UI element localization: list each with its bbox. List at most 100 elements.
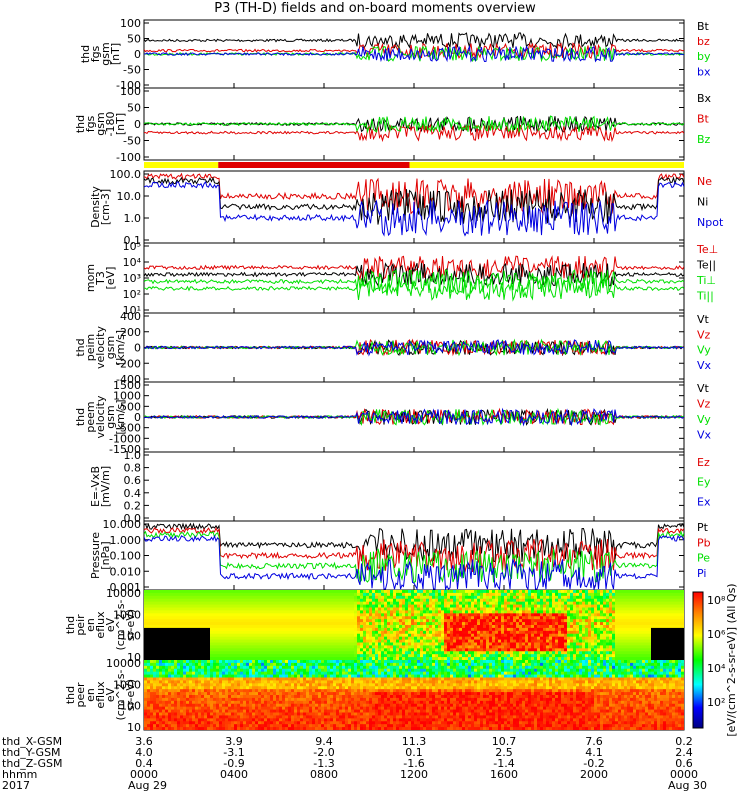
- spectrogram-cell: [162, 721, 166, 725]
- spectrogram-cell: [288, 654, 292, 658]
- spectrogram-cell: [663, 592, 667, 597]
- spectrogram-cell: [207, 607, 211, 612]
- spectrogram-cell: [615, 616, 619, 620]
- spectrogram-cell: [432, 598, 436, 603]
- spectrogram-cell: [483, 590, 487, 594]
- spectrogram-cell: [210, 598, 214, 603]
- spectrogram-cell: [429, 604, 433, 609]
- spectrogram-cell: [390, 625, 394, 629]
- spectrogram-cell: [423, 616, 427, 620]
- spectrogram-cell: [645, 636, 649, 641]
- spectrogram-cell: [423, 657, 427, 660]
- panel-frame-temperature: [143, 242, 685, 314]
- spectrogram-cell: [543, 651, 547, 655]
- spectrogram-cell: [297, 651, 301, 655]
- spectrogram-cell: [450, 604, 454, 609]
- spectrogram-cell: [681, 595, 684, 600]
- spectrogram-cell: [162, 590, 166, 594]
- spectrogram-cell: [423, 601, 427, 606]
- spectrogram-cell: [507, 604, 511, 609]
- spectrogram-cell: [327, 657, 331, 660]
- spectrogram-cell: [630, 636, 634, 641]
- spectrogram-cell: [492, 622, 496, 626]
- spectrogram-cell: [417, 654, 421, 658]
- spectrogram-cell: [168, 601, 172, 606]
- spectrogram-cell: [543, 648, 547, 652]
- spectrogram-cell: [363, 592, 367, 597]
- spectrogram-cell: [444, 648, 448, 652]
- spectrogram-cell: [447, 604, 451, 609]
- spectrogram-cell: [174, 639, 178, 644]
- spectrogram-cell: [630, 607, 634, 612]
- spectrogram-cell: [171, 616, 175, 620]
- spectrogram-cell: [624, 622, 628, 626]
- spectrogram-cell: [234, 636, 238, 641]
- spectrogram-cell: [408, 604, 412, 609]
- spectrogram-cell: [351, 630, 355, 635]
- spectrogram-cell: [591, 654, 595, 658]
- spectrogram-cell: [324, 645, 328, 649]
- spectrogram-cell: [318, 642, 322, 647]
- spectrogram-cell: [405, 604, 409, 609]
- spectrogram-cell: [504, 642, 508, 647]
- spectrogram-cell: [678, 590, 682, 594]
- spectrogram-cell: [375, 627, 379, 632]
- spectrogram-cell: [573, 604, 577, 609]
- spectrogram-cell: [444, 592, 448, 597]
- spectrogram-cell: [519, 598, 523, 603]
- spectrogram-cell: [261, 598, 265, 603]
- spectrogram-cell: [585, 630, 589, 635]
- spectrogram-cell: [264, 595, 268, 600]
- spectrogram-cell: [192, 665, 196, 670]
- spectrogram-cell: [669, 642, 673, 647]
- spectrogram-cell: [330, 642, 334, 647]
- spectrogram-cell: [471, 619, 475, 623]
- spectrogram-cell: [162, 607, 166, 612]
- spectrogram-cell: [468, 639, 472, 644]
- spectrogram-cell: [204, 648, 208, 652]
- spectrogram-cell: [249, 657, 253, 660]
- spectrogram-cell: [612, 633, 616, 638]
- spectrogram-cell: [534, 590, 538, 594]
- spectrogram-cell: [414, 654, 418, 658]
- spectrogram-cell: [168, 706, 172, 711]
- spectrogram-cell: [165, 700, 169, 705]
- spectrogram-cell: [192, 680, 196, 684]
- spectrogram-cell: [300, 627, 304, 632]
- spectrogram-cell: [654, 633, 658, 638]
- spectrogram-cell: [303, 633, 307, 638]
- spectrogram-cell: [180, 721, 184, 725]
- spectrogram-cell: [297, 601, 301, 606]
- spectrogram-cell: [546, 625, 550, 629]
- spectrogram-cell: [303, 598, 307, 603]
- spectrogram-cell: [435, 613, 439, 617]
- spectrogram-cell: [639, 648, 643, 652]
- spectrogram-cell: [321, 607, 325, 612]
- spectrogram-cell: [255, 590, 259, 594]
- panel-fgs-gsm-180: [144, 115, 684, 143]
- spectrogram-cell: [564, 619, 568, 623]
- spectrogram-cell: [681, 601, 684, 606]
- spectrogram-cell: [156, 642, 160, 647]
- spectrogram-cell: [537, 619, 541, 623]
- spectrogram-cell: [465, 610, 469, 614]
- spectrogram-cell: [486, 651, 490, 655]
- spectrogram-cell: [426, 639, 430, 644]
- spectrogram-cell: [414, 592, 418, 597]
- spectrogram-cell: [633, 619, 637, 623]
- spectrogram-cell: [537, 654, 541, 658]
- spectrogram-cell: [180, 654, 184, 658]
- spectrogram-cell: [609, 610, 613, 614]
- spectrogram-cell: [663, 630, 667, 635]
- spectrogram-cell: [258, 648, 262, 652]
- spectrogram-cell: [648, 648, 652, 652]
- spectrogram-cell: [300, 610, 304, 614]
- spectrogram-cell: [339, 610, 343, 614]
- spectrogram-cell: [225, 592, 229, 597]
- spectrogram-cell: [516, 601, 520, 606]
- spectrogram-cell: [315, 601, 319, 606]
- spectrogram-cell: [237, 627, 241, 632]
- spectrogram-cell: [147, 639, 151, 644]
- spectrogram-cell: [222, 633, 226, 638]
- spectrogram-cell: [450, 627, 454, 632]
